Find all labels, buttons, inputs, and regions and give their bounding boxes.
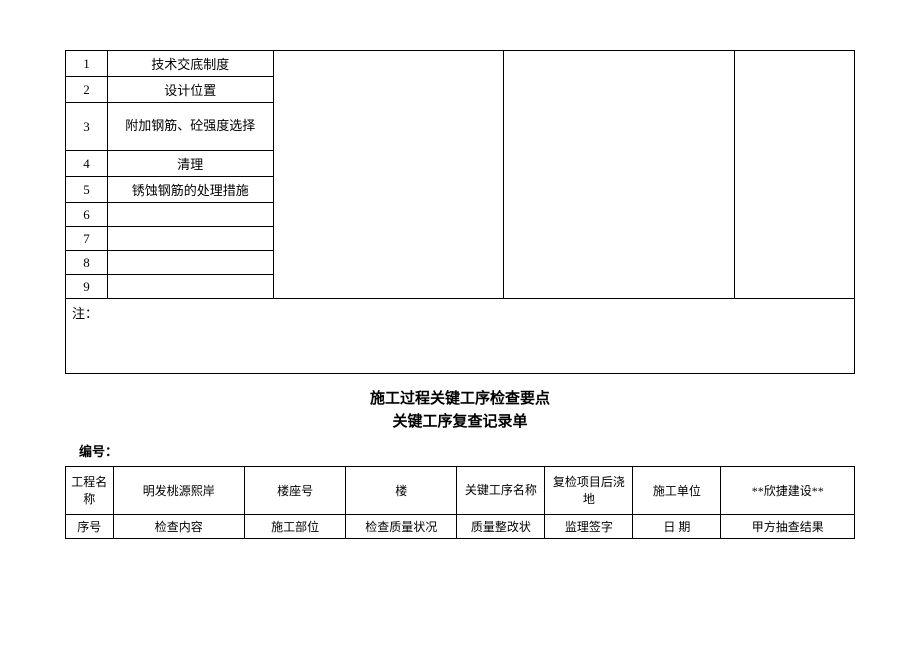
cell-num: 6: [66, 203, 108, 227]
cell: 楼座号: [245, 467, 346, 515]
cell: 施工单位: [633, 467, 721, 515]
document-page: 1 技术交底制度 2 设计位置 3 附加钢筋、砼强度选择 4 清理 5 锈蚀钢筋…: [0, 0, 920, 539]
cell-content: 附加钢筋、砼强度选择: [108, 103, 273, 151]
cell-empty: [504, 51, 735, 299]
cell-num: 5: [66, 177, 108, 203]
cell: 明发桃源熙岸: [113, 467, 245, 515]
note-row: 注：: [66, 299, 855, 374]
cell: 复检项目后浇地: [545, 467, 633, 515]
table-row: 工程名称 明发桃源熙岸 楼座号 楼 关键工序名称 复检项目后浇地 施工单位 **…: [66, 467, 855, 515]
cell: 序号: [66, 515, 114, 539]
cell-num: 7: [66, 227, 108, 251]
cell-content: [108, 203, 273, 227]
cell-num: 3: [66, 103, 108, 151]
cell-num: 1: [66, 51, 108, 77]
cell-empty: [734, 51, 854, 299]
cell: 检查质量状况: [346, 515, 457, 539]
title-line-1: 施工过程关键工序检查要点: [65, 388, 855, 411]
recheck-table: 工程名称 明发桃源熙岸 楼座号 楼 关键工序名称 复检项目后浇地 施工单位 **…: [65, 466, 855, 539]
serial-number-label: 编号：: [65, 441, 855, 460]
cell: 施工部位: [245, 515, 346, 539]
cell-empty: [273, 51, 504, 299]
cell: 楼: [346, 467, 457, 515]
cell: 质量整改状: [457, 515, 545, 539]
cell-content: 锈蚀钢筋的处理措施: [108, 177, 273, 203]
table-row: 1 技术交底制度: [66, 51, 855, 77]
cell: 工程名称: [66, 467, 114, 515]
cell: 日 期: [633, 515, 721, 539]
cell-num: 2: [66, 77, 108, 103]
cell: 甲方抽查结果: [721, 515, 855, 539]
cell-num: 4: [66, 151, 108, 177]
table-row: 序号 检查内容 施工部位 检查质量状况 质量整改状 监理签字 日 期 甲方抽查结…: [66, 515, 855, 539]
cell: **欣捷建设**: [721, 467, 855, 515]
cell-content: 清理: [108, 151, 273, 177]
cell-content: [108, 251, 273, 275]
cell-content: 设计位置: [108, 77, 273, 103]
cell: 关键工序名称: [457, 467, 545, 515]
cell-num: 8: [66, 251, 108, 275]
note-cell: 注：: [66, 299, 855, 374]
cell-num: 9: [66, 275, 108, 299]
cell: 检查内容: [113, 515, 245, 539]
cell-content: [108, 227, 273, 251]
checklist-table: 1 技术交底制度 2 设计位置 3 附加钢筋、砼强度选择 4 清理 5 锈蚀钢筋…: [65, 50, 855, 374]
cell-content: [108, 275, 273, 299]
cell: 监理签字: [545, 515, 633, 539]
section-title: 施工过程关键工序检查要点 关键工序复查记录单: [65, 388, 855, 433]
cell-content: 技术交底制度: [108, 51, 273, 77]
title-line-2: 关键工序复查记录单: [65, 411, 855, 434]
